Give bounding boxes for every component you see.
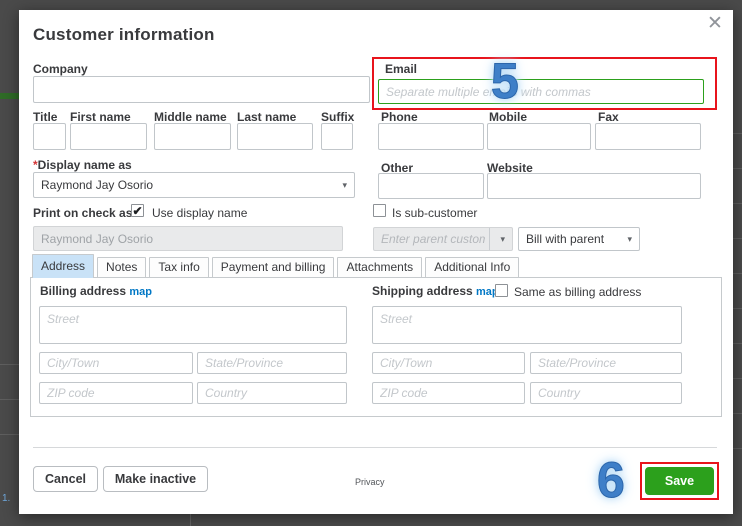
other-label: Other xyxy=(381,161,414,175)
shipping-city-input[interactable] xyxy=(372,352,525,374)
shipping-address-heading: Shipping address map xyxy=(372,284,499,298)
print-on-check-input xyxy=(33,226,343,251)
website-label: Website xyxy=(487,161,533,175)
middle-name-label: Middle name xyxy=(154,110,227,124)
background-page-number: 1. xyxy=(2,493,11,504)
shipping-country-input[interactable] xyxy=(530,382,682,404)
middle-name-input[interactable] xyxy=(154,123,231,150)
dialog-title: Customer information xyxy=(33,25,215,44)
suffix-label: Suffix xyxy=(321,110,355,124)
display-name-value: Raymond Jay Osorio xyxy=(41,178,154,192)
billing-country-input[interactable] xyxy=(197,382,347,404)
display-name-label: *Display name as xyxy=(33,158,132,172)
title-input[interactable] xyxy=(33,123,66,150)
background-artifact xyxy=(190,514,191,526)
last-name-input[interactable] xyxy=(237,123,313,150)
background-artifact xyxy=(0,93,19,99)
shipping-zip-input[interactable] xyxy=(372,382,525,404)
parent-customer-placeholder: Enter parent customer xyxy=(381,232,485,246)
billing-zip-input[interactable] xyxy=(39,382,193,404)
bill-with-parent-select[interactable]: Bill with parent ▾ xyxy=(518,227,640,251)
use-display-name-label: Use display name xyxy=(152,206,248,220)
is-sub-customer-checkbox[interactable] xyxy=(373,204,386,217)
tab-tax-info[interactable]: Tax info xyxy=(149,257,209,278)
same-as-billing-checkbox[interactable] xyxy=(495,284,508,297)
mobile-label: Mobile xyxy=(489,110,527,124)
tab-address[interactable]: Address xyxy=(32,254,95,278)
suffix-input[interactable] xyxy=(321,123,353,150)
is-sub-customer-label: Is sub-customer xyxy=(392,206,478,220)
first-name-input[interactable] xyxy=(70,123,147,150)
select-divider xyxy=(489,228,491,250)
privacy-link[interactable]: Privacy xyxy=(355,477,385,487)
tab-additional-info[interactable]: Additional Info xyxy=(425,257,520,278)
website-input[interactable] xyxy=(487,173,701,199)
company-input[interactable] xyxy=(33,76,370,103)
first-name-label: First name xyxy=(70,110,131,124)
background-table-rows xyxy=(0,330,19,460)
title-label: Title xyxy=(33,110,58,124)
chevron-down-icon: ▾ xyxy=(627,233,632,244)
phone-input[interactable] xyxy=(378,123,484,150)
address-tab-panel xyxy=(30,277,722,417)
cancel-button[interactable]: Cancel xyxy=(33,466,98,492)
email-label: Email xyxy=(385,62,418,76)
fax-label: Fax xyxy=(598,110,619,124)
billing-map-link[interactable]: map xyxy=(129,286,152,298)
phone-label: Phone xyxy=(381,110,418,124)
make-inactive-button[interactable]: Make inactive xyxy=(103,466,208,492)
chevron-down-icon: ▾ xyxy=(500,233,505,244)
email-input[interactable] xyxy=(378,79,704,104)
shipping-street-input[interactable] xyxy=(372,306,682,344)
billing-city-input[interactable] xyxy=(39,352,193,374)
other-input[interactable] xyxy=(378,173,484,199)
billing-state-input[interactable] xyxy=(197,352,347,374)
billing-address-heading: Billing address map xyxy=(40,284,152,298)
mobile-input[interactable] xyxy=(487,123,591,150)
last-name-label: Last name xyxy=(237,110,297,124)
same-as-billing-label: Same as billing address xyxy=(514,285,642,299)
footer-divider xyxy=(33,447,717,448)
print-on-check-label: Print on check as xyxy=(33,206,133,220)
save-button[interactable]: Save xyxy=(645,467,714,495)
bill-with-parent-value: Bill with parent xyxy=(526,232,605,246)
use-display-name-checkbox[interactable]: ✔ xyxy=(131,204,144,217)
tab-payment-and-billing[interactable]: Payment and billing xyxy=(211,257,335,278)
tab-notes[interactable]: Notes xyxy=(97,257,147,278)
display-name-select[interactable]: Raymond Jay Osorio ▾ xyxy=(33,172,355,198)
required-asterisk: * xyxy=(33,158,38,172)
customer-information-dialog: ✕ Customer information Company Email Tit… xyxy=(19,10,733,514)
fax-input[interactable] xyxy=(595,123,701,150)
background-table-rows xyxy=(733,99,742,460)
step6-annotation: 6 xyxy=(597,452,626,508)
shipping-state-input[interactable] xyxy=(530,352,682,374)
company-label: Company xyxy=(33,62,88,76)
shipping-map-link[interactable]: map xyxy=(476,286,499,298)
chevron-down-icon: ▾ xyxy=(342,179,347,190)
detail-tabs: Address Notes Tax info Payment and billi… xyxy=(32,254,520,278)
billing-street-input[interactable] xyxy=(39,306,347,344)
check-icon: ✔ xyxy=(132,204,143,218)
close-icon[interactable]: ✕ xyxy=(707,13,723,34)
parent-customer-select: Enter parent customer ▾ xyxy=(373,227,513,251)
tab-attachments[interactable]: Attachments xyxy=(337,257,423,278)
